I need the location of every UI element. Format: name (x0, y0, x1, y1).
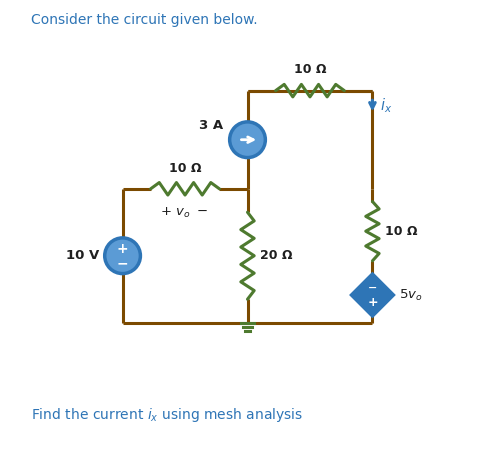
Text: +: + (117, 242, 128, 256)
Circle shape (230, 122, 265, 158)
Text: Consider the circuit given below.: Consider the circuit given below. (31, 13, 258, 26)
Circle shape (105, 238, 141, 273)
Text: 10 Ω: 10 Ω (294, 63, 326, 76)
Text: Find the current $i_x$ using mesh analysis: Find the current $i_x$ using mesh analys… (31, 406, 303, 424)
Text: 10 V: 10 V (66, 249, 99, 262)
Text: −: − (368, 283, 377, 293)
Polygon shape (351, 273, 394, 317)
Text: $+ \ v_o \ -$: $+ \ v_o \ -$ (160, 206, 208, 220)
Text: 10 Ω: 10 Ω (169, 163, 201, 176)
Text: $5v_o$: $5v_o$ (399, 287, 423, 303)
Text: 20 Ω: 20 Ω (260, 249, 293, 262)
Text: +: + (367, 296, 378, 309)
Text: −: − (117, 256, 128, 270)
Text: 10 Ω: 10 Ω (385, 224, 417, 238)
Text: 3 A: 3 A (199, 119, 223, 132)
Text: $i_x$: $i_x$ (381, 97, 393, 115)
